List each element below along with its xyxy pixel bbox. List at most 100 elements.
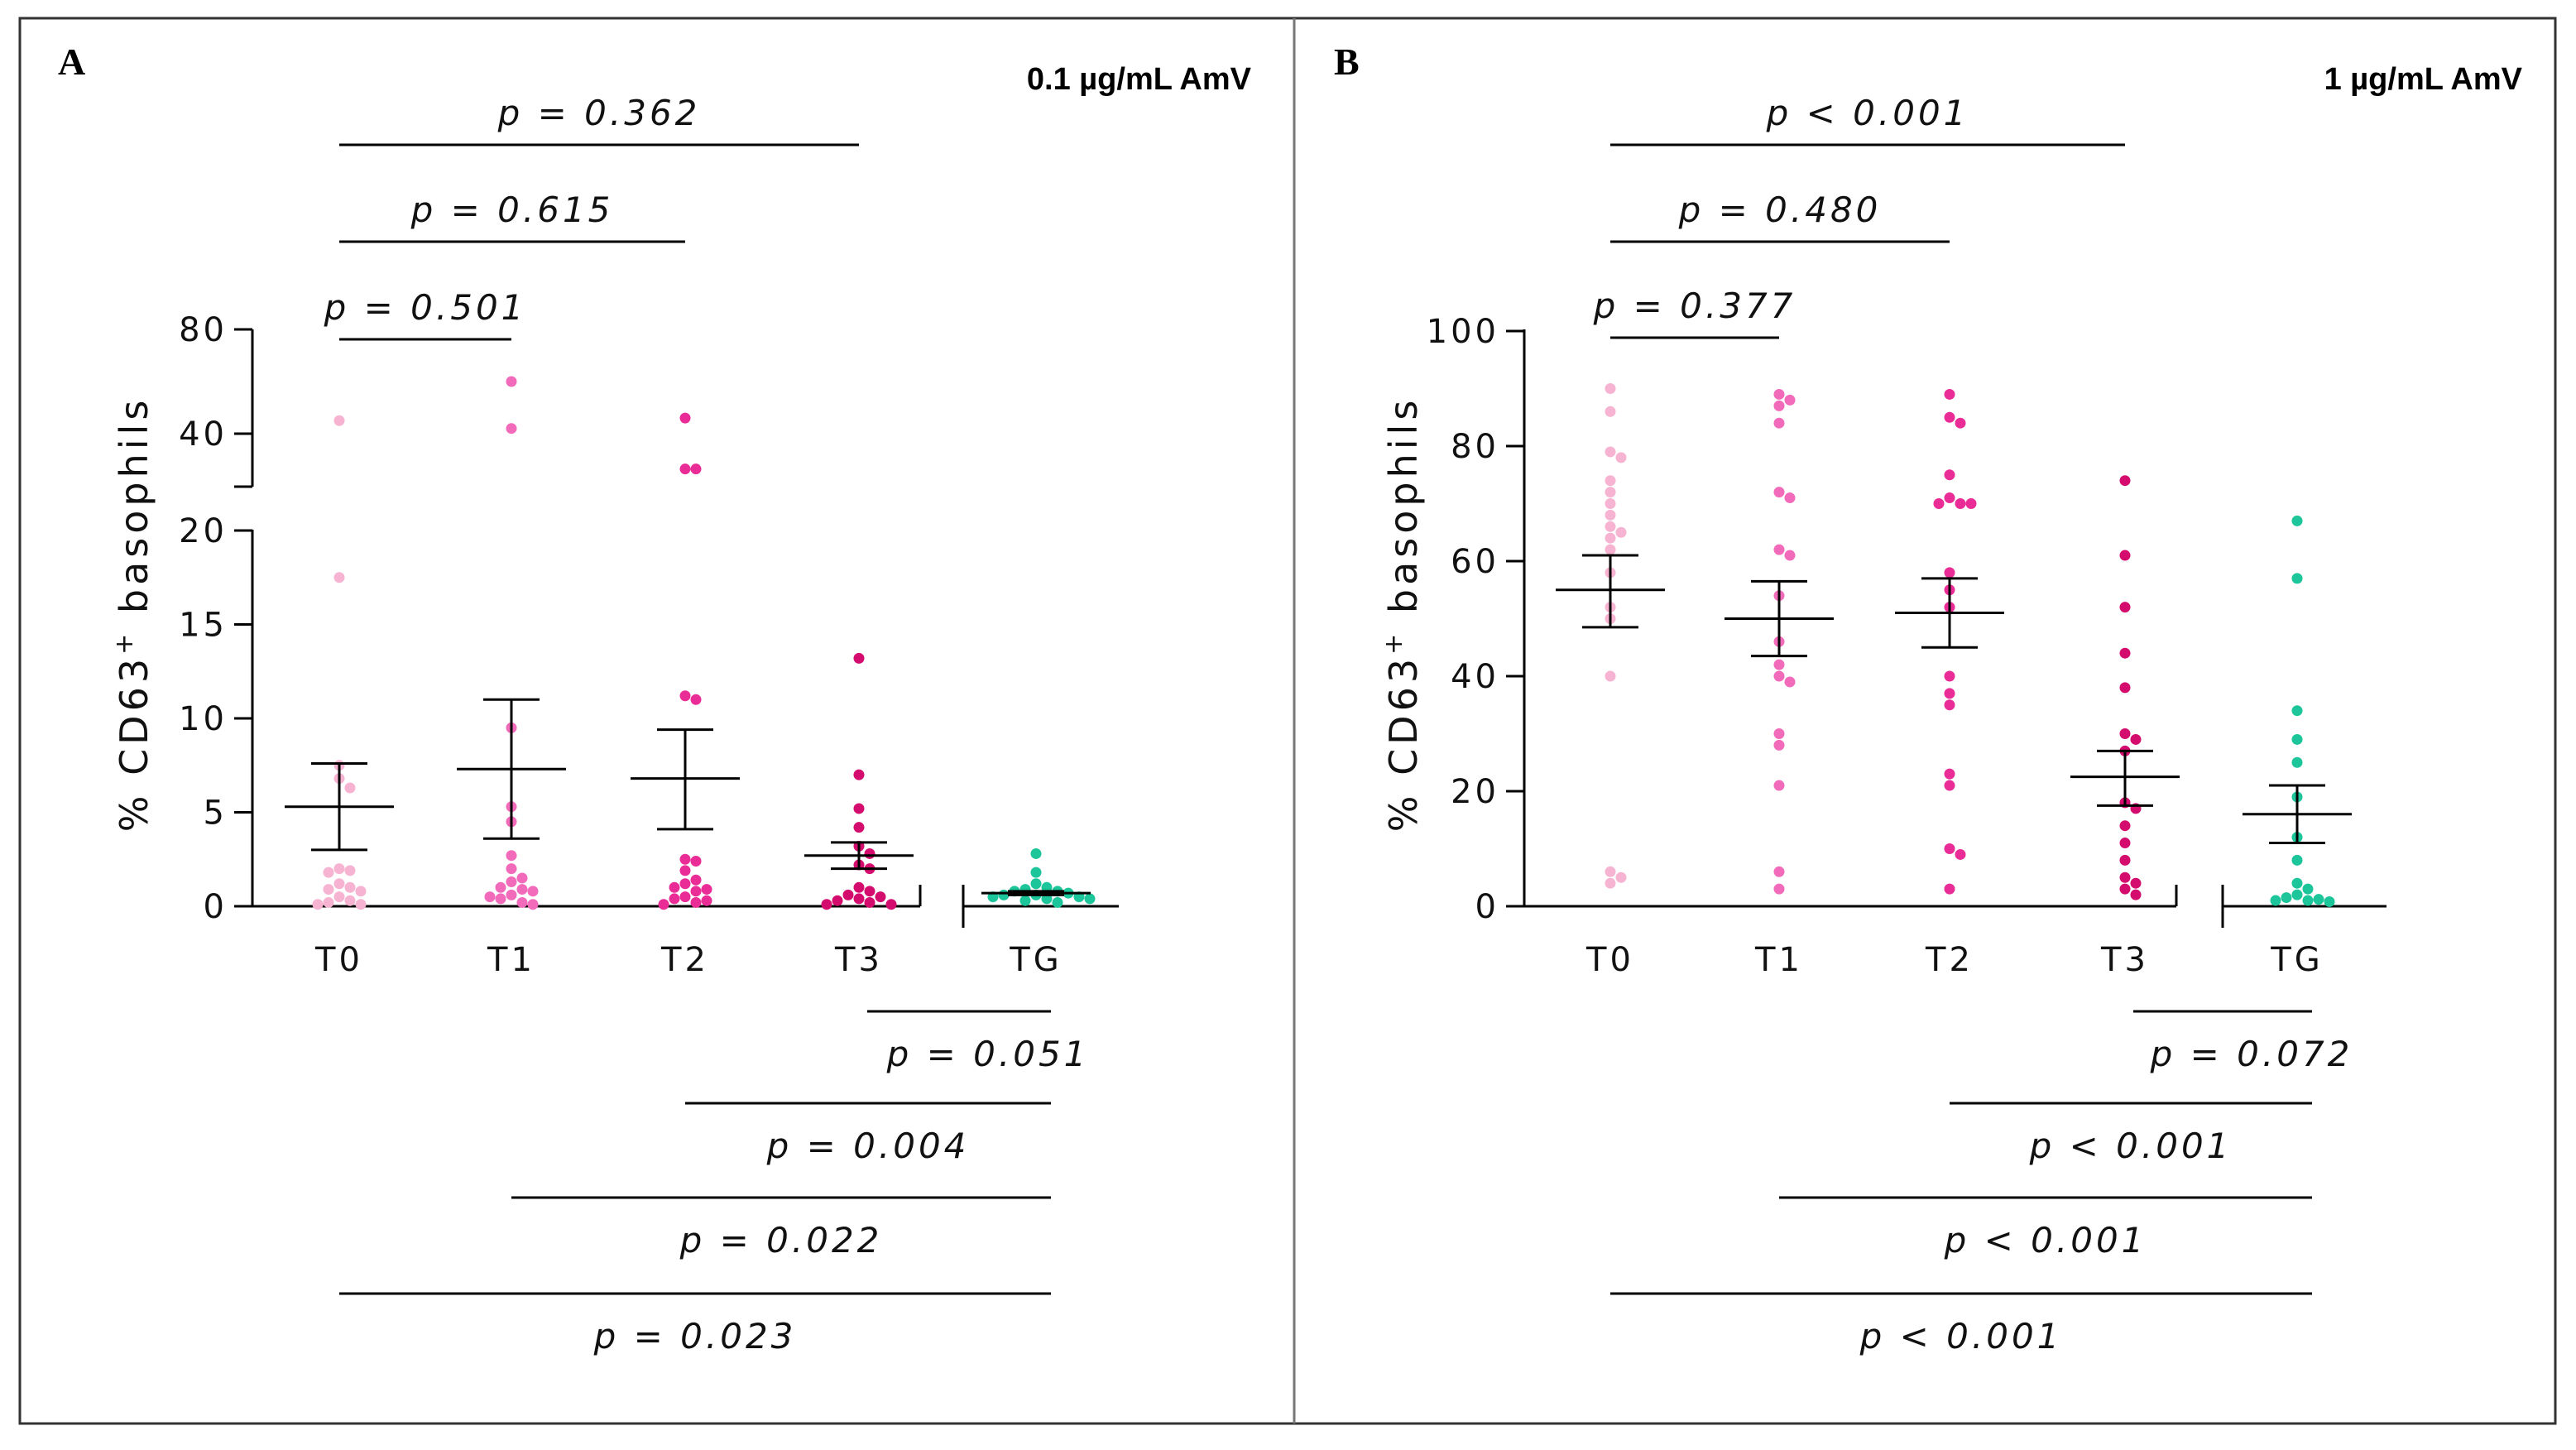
data-point-tg	[2291, 877, 2303, 889]
panel-b-mean-sem-bars	[1556, 554, 2352, 845]
data-point-t2	[1944, 883, 1955, 895]
y-tick-label: 20	[1451, 773, 1499, 811]
x-tick-label: T2	[660, 941, 709, 979]
p-value-label: p = 0.377	[1593, 286, 1796, 326]
p-value-label: p = 0.023	[593, 1316, 797, 1356]
data-point-t3	[2119, 647, 2131, 659]
data-point-t0	[333, 891, 345, 903]
panel-b-ticks: 0 20 40 60 80 100 T0 T1 T2 T3 TG	[1427, 313, 2323, 979]
panel-b-concentration: 1 µg/mL AmV	[2324, 62, 2523, 97]
data-point-t1	[1773, 487, 1785, 498]
data-point-t2	[658, 899, 669, 910]
data-point-t1	[1773, 417, 1785, 429]
data-point-tg	[2291, 854, 2303, 866]
data-point-tg	[1030, 867, 1042, 878]
data-point-t0	[333, 572, 345, 583]
data-point-t1	[527, 899, 539, 910]
data-point-t0	[1615, 871, 1627, 883]
data-point-t2	[1955, 498, 1966, 509]
data-point-t0	[355, 886, 367, 897]
data-point-t2	[1944, 492, 1955, 504]
data-point-t3	[842, 889, 854, 900]
data-point-tg	[2291, 515, 2303, 526]
data-point-t3	[2119, 854, 2131, 866]
y-tick-label: 40	[1451, 658, 1499, 696]
data-point-t0	[1605, 877, 1616, 889]
p-value-label: p < 0.001	[1859, 1316, 2063, 1356]
data-point-t0	[323, 896, 334, 908]
data-point-t2	[1933, 498, 1945, 509]
data-point-t2	[679, 865, 691, 876]
x-tick-label: TG	[2270, 941, 2323, 979]
data-point-t2	[669, 893, 680, 905]
p-value-label: p < 0.001	[2029, 1126, 2233, 1166]
data-point-t1	[516, 872, 528, 884]
data-point-t2	[679, 891, 691, 903]
data-point-t3	[2130, 889, 2142, 900]
data-point-t2	[690, 694, 702, 705]
x-tick-label: T3	[834, 941, 883, 979]
data-point-t1	[527, 886, 539, 897]
data-point-t1	[506, 863, 517, 875]
data-point-t2	[1944, 411, 1955, 423]
data-point-t1	[1784, 394, 1796, 406]
panel-b-comparisons: p < 0.001 p = 0.480 p = 0.377 p = 0.072 p < …	[1593, 93, 2353, 1356]
panel-a-comparisons: p = 0.362 p = 0.615 p = 0.501 p = 0.051 p = …	[324, 93, 1087, 1356]
data-point-t1	[495, 881, 506, 893]
panel-b-axes	[1523, 329, 2387, 928]
data-point-t3	[2119, 838, 2131, 849]
data-point-t3	[875, 891, 886, 903]
data-point-t1	[495, 893, 506, 905]
panel-b: B 1 µg/mL AmV % CD63+ basophils 0 20 40 60 8…	[1334, 41, 2523, 1356]
data-point-t2	[1955, 417, 1966, 429]
p-value-label: p = 0.072	[2150, 1034, 2353, 1074]
panel-a-y-axis-label: % CD63+ basophils	[110, 396, 156, 833]
p-value-label: p = 0.501	[324, 287, 527, 328]
data-point-t1	[1773, 388, 1785, 400]
y-tick-label: 40	[179, 415, 228, 454]
data-point-t0	[1605, 487, 1616, 498]
data-point-t1	[1773, 728, 1785, 739]
data-point-t3	[832, 895, 843, 906]
data-point-t2	[679, 412, 691, 424]
data-point-t1	[506, 876, 517, 887]
data-point-t2	[679, 463, 691, 475]
x-tick-label: T1	[487, 941, 535, 979]
y-tick-label: 0	[204, 888, 228, 926]
data-point-t3	[2119, 682, 2131, 694]
data-point-t3	[864, 886, 875, 897]
data-point-t2	[679, 690, 691, 702]
data-point-t2	[1944, 469, 1955, 481]
data-point-t0	[1615, 452, 1627, 463]
data-point-t3	[853, 769, 865, 780]
data-point-tg	[2291, 889, 2303, 900]
data-point-t2	[1944, 780, 1955, 791]
x-tick-label: T1	[1754, 941, 1803, 979]
data-point-t3	[2119, 871, 2131, 883]
data-point-t0	[1605, 446, 1616, 458]
data-point-t3	[864, 847, 875, 859]
data-point-t0	[1605, 406, 1616, 417]
data-point-t2	[701, 895, 712, 906]
data-point-tg	[998, 889, 1010, 900]
data-point-t3	[853, 652, 865, 664]
figure-frame	[18, 17, 2557, 1425]
data-point-tg	[1052, 896, 1063, 908]
p-value-label: p < 0.001	[1766, 93, 1969, 133]
data-point-t3	[2119, 883, 2131, 895]
data-point-t1	[506, 376, 517, 387]
data-point-t3	[853, 881, 865, 893]
data-point-t2	[690, 874, 702, 886]
data-point-t0	[312, 899, 324, 910]
panel-a-concentration: 0.1 µg/mL AmV	[1027, 62, 1252, 97]
data-point-t3	[2130, 877, 2142, 889]
data-point-t3	[2130, 733, 2142, 745]
data-point-t2	[1944, 768, 1955, 780]
data-point-tg	[2291, 705, 2303, 717]
y-tick-label: 100	[1427, 313, 1499, 351]
x-tick-label: T0	[314, 941, 363, 979]
data-point-t3	[885, 899, 897, 910]
data-point-t1	[506, 423, 517, 435]
data-point-t0	[1605, 521, 1616, 532]
x-tick-label: T2	[1925, 941, 1974, 979]
